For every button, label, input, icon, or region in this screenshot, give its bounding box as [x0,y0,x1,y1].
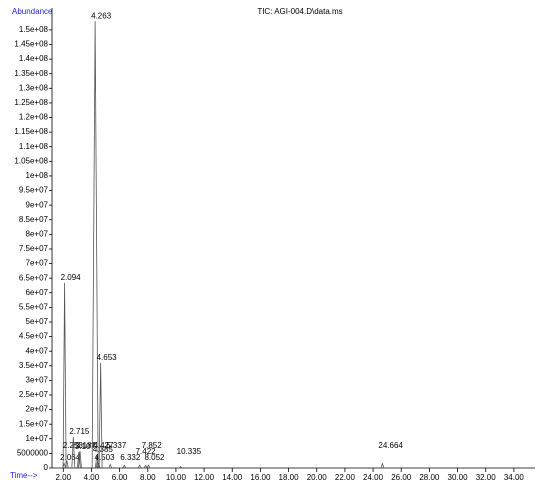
x-tick-label: 28.00 [419,473,440,482]
peak [62,282,67,469]
x-tick-label: 10.00 [166,473,187,482]
peak [98,362,103,469]
peak [64,460,69,469]
peak-label: 7.852 [142,441,163,450]
y-tick-label: 9.5e+07 [19,186,49,195]
y-tick-label: 1e+07 [26,434,49,443]
y-axis-label: Abundance [12,7,53,16]
y-tick-label: 1e+08 [26,171,49,180]
peak-label: 7.422 [136,447,157,456]
peak-label: 24.664 [378,441,403,450]
peak-label: 2.064 [60,453,81,462]
y-tick-label: 3.5e+07 [19,361,49,370]
y-tick-label: 4.5e+07 [19,332,49,341]
y-tick-label: 1.1e+08 [19,142,49,151]
peak-label: 3.187 [76,441,97,450]
x-tick-label: 2.00 [55,473,71,482]
x-tick-label: 22.00 [335,473,356,482]
x-tick-label: 20.00 [307,473,328,482]
peak-label: 4.427 [93,441,114,450]
x-tick-label: 30.00 [448,473,469,482]
y-tick-label: 0 [44,463,49,472]
peak-label: 3.107 [75,442,96,451]
x-tick-label: 26.00 [391,473,412,482]
y-tick-label: 6.5e+07 [19,273,49,282]
peak [137,464,142,469]
peak-label: 4.263 [91,11,112,20]
y-tick-label: 5e+07 [26,317,49,326]
peak [71,437,76,469]
y-tick-label: 8.5e+07 [19,215,49,224]
y-tick-label: 1.35e+08 [14,69,48,78]
peak-label: 6.332 [120,453,141,462]
y-tick-label: 5.5e+07 [19,302,49,311]
x-axis-label: Time--> [10,471,38,480]
y-tick-label: 7.5e+07 [19,244,49,253]
y-tick-label: 1.3e+08 [19,83,49,92]
y-tick-label: 1.2e+08 [19,113,49,122]
x-tick-label: 12.00 [194,473,215,482]
y-tick-label: 9e+07 [26,200,49,209]
peak [122,464,127,469]
peak-label: 8.052 [144,453,165,462]
x-tick-label: 18.00 [279,473,300,482]
x-tick-label: 8.00 [140,473,156,482]
peak [76,451,81,469]
y-tick-label: 1.5e+07 [19,419,49,428]
x-tick-label: 14.00 [222,473,243,482]
y-tick-label: 5000000 [17,449,49,458]
peak-label: 10.335 [177,447,202,456]
peak [178,465,183,469]
chart-title: TIC: AGI-004.D\data.ms [257,7,342,16]
peak-label: 4.653 [97,353,118,362]
peak [95,462,100,469]
peak-label: 2.715 [69,427,90,436]
peak [91,21,99,469]
y-tick-label: 6e+07 [26,288,49,297]
peak [143,464,148,469]
peak [146,464,151,469]
y-tick-label: 1.4e+08 [19,54,49,63]
y-tick-label: 4e+07 [26,346,49,355]
y-tick-label: 2.5e+07 [19,390,49,399]
x-tick-label: 4.00 [84,473,100,482]
peak-label: 2.094 [61,273,82,282]
y-tick-label: 1.15e+08 [14,127,48,136]
x-tick-label: 24.00 [363,473,384,482]
x-tick-label: 34.00 [504,473,525,482]
x-tick-label: 6.00 [112,473,128,482]
y-tick-label: 1.5e+08 [19,25,49,34]
y-tick-label: 1.45e+08 [14,40,48,49]
peak [108,463,113,469]
y-tick-label: 3e+07 [26,375,49,384]
x-tick-label: 16.00 [250,473,271,482]
y-tick-label: 1.05e+08 [14,156,48,165]
x-tick-label: 32.00 [476,473,497,482]
peak-label: 4.503 [95,453,116,462]
y-tick-label: 8e+07 [26,229,49,238]
peak [78,451,82,469]
y-tick-label: 7e+07 [26,259,49,268]
peak-label: 4.385 [93,445,114,454]
y-tick-label: 1.25e+08 [14,98,48,107]
peak [380,462,385,469]
y-tick-label: 2e+07 [26,405,49,414]
peak-label: 5.337 [106,441,127,450]
